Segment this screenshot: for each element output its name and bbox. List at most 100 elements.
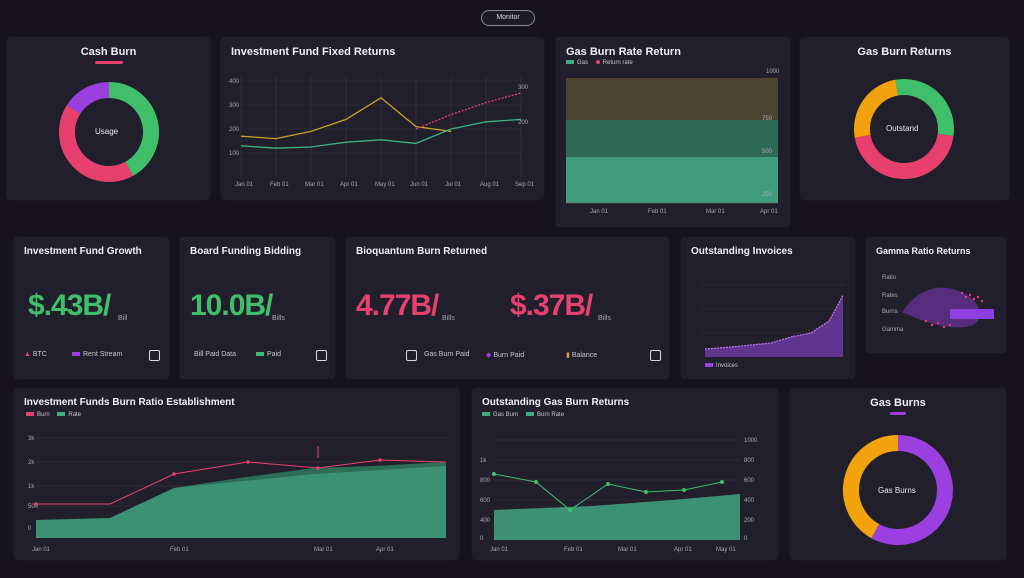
invoices-area [701,284,845,357]
cash-burn-segment-purple[interactable] [66,82,110,115]
series-line-fund-c[interactable] [415,92,522,130]
x-tick-2: Mar 01 [706,209,725,215]
x-tick-1: Feb 01 [564,547,583,553]
y-tick-4: 0 [28,526,32,532]
gas-burn-area [566,78,778,204]
kpi2-foot-b-text: Paid [267,351,282,358]
gamma-points [924,291,984,329]
right-tick-0: 750 [762,116,773,122]
end-label-1: 200 [518,120,529,126]
kpi2-foot-a: Bill Paid Data [194,351,237,358]
gas-area-fill [494,494,740,540]
gas-returns-segment-orange[interactable] [854,79,899,138]
kpi3-icon-a[interactable] [406,350,417,361]
burn-area-fill [36,462,446,538]
gas-returns-segment-green[interactable] [895,79,954,136]
kpi-board-funding: Board Funding Bidding 10.0B/ Bills Bill … [180,237,335,379]
right-tick-3: 400 [744,498,755,504]
burn-ratio-legend-label-0: Burn [37,412,50,418]
area-band-bottom [566,157,778,203]
kpi-investment-growth: Investment Fund Growth $.43B/ Bill ▲ BTC… [14,237,169,379]
cash-burn-segment-pink[interactable] [59,105,134,182]
gas-burn-returns-title: Gas Burn Returns [857,46,952,58]
kpi-bioquantum: Bioquantum Burn Returned 4.77B/ Bills $.… [346,237,669,379]
gas-burns-center: Gas Burns [878,486,916,495]
y-tick-3: 100 [229,151,240,157]
gas-point-4[interactable] [644,490,648,494]
gas-point-1[interactable] [534,480,538,484]
kpi3-title: Bioquantum Burn Returned [356,246,488,257]
x-tick-2: Mar 01 [314,547,333,553]
cash-burn-segment-green[interactable] [108,82,159,176]
gas-burn-returns-card: Gas Burn Returns Outstand [800,37,1009,200]
series-line-fund-a[interactable] [240,97,452,140]
kpi1-value: $.43B/ [28,289,111,322]
burn-point-3[interactable] [316,466,320,470]
left-tick-2: 600 [480,498,491,504]
gas-burns-card: Gas Burns Gas Burns [790,388,1006,560]
kpi2-title: Board Funding Bidding [190,246,302,257]
kpi2-value: 10.0B/ [190,289,273,322]
right-tick-0: 1000 [744,438,758,444]
y-tick-2: 200 [229,127,240,133]
gas-burns-donut [843,435,953,545]
x-tick-3: Apr 01 [760,209,778,215]
kpi3-sub-b: Bills [598,315,611,322]
gamma-ratio-card: Gamma Ratio Returns Ratio Rates Burns Ga… [866,237,1006,353]
monitor-button[interactable]: Monitor [481,10,535,26]
gamma-label-2: Burns [882,309,898,315]
fund-returns-title: Investment Fund Fixed Returns [231,46,396,58]
gas-burns-segment-orange[interactable] [843,435,899,539]
left-tick-3: 400 [480,518,491,524]
gas-point-0[interactable] [492,472,496,476]
kpi1-foot-a-text: BTC [32,351,47,358]
right-tick-1: 500 [762,149,773,155]
burn-point-4[interactable] [378,458,382,462]
burn-point-0[interactable] [34,502,38,506]
gas-burn-rate-card: Gas Burn Rate Return Gas Return rate 100… [556,37,790,227]
cash-burn-donut [59,82,159,182]
y-tick-1: 2k [28,460,35,466]
kpi1-title: Investment Fund Growth [24,246,142,257]
burn-point-1[interactable] [172,472,176,476]
gas-point-6[interactable] [720,480,724,484]
x-tick-3: Apr 01 [340,182,358,188]
x-tick-0: Jan 01 [235,182,254,188]
gas-point-5[interactable] [682,488,686,492]
x-tick-0: Jan 01 [32,547,51,553]
gas-point-2[interactable] [568,508,572,512]
kpi2-foot-b-swatch [256,352,264,357]
x-tick-7: Aug 01 [480,182,500,188]
kpi3-value-a: 4.77B/ [356,289,439,322]
invoices-area-fill [705,295,843,357]
series-line-fund-b[interactable] [240,118,522,149]
x-tick-0: Jan 01 [490,547,509,553]
cash-burn-underline [95,61,123,64]
invoices-legend-label: Invoices [716,363,739,369]
outstanding-gas-chart: 1000 800 600 400 200 0 1k 800 600 400 0 Jan 01 Feb 0… [480,438,758,553]
x-tick-2: Mar 01 [305,182,324,188]
right-tick-2: 250 [762,192,773,198]
kpi2-expand-icon[interactable] [316,350,327,361]
gas-burn-rate-title: Gas Burn Rate Return [566,46,681,58]
invoices-legend-swatch [705,363,713,368]
gamma-cloud [902,287,980,328]
burn-point-2[interactable] [246,460,250,464]
gas-burn-top-label: 1000 [766,69,780,75]
kpi1-expand-icon[interactable] [149,350,160,361]
gas-burns-segment-purple[interactable] [871,435,953,545]
left-tick-1: 800 [480,478,491,484]
outstanding-gas-legend-swatch-1 [526,412,535,417]
right-tick-2: 600 [744,478,755,484]
gas-point-3[interactable] [606,482,610,486]
x-tick-4: May 01 [375,182,395,188]
gas-returns-segment-pink[interactable] [854,133,954,179]
y-tick-1: 300 [229,103,240,109]
area-band-top [566,78,778,120]
x-tick-0: Jan 01 [590,209,609,215]
kpi3-expand-icon[interactable] [650,350,661,361]
y-tick-2: 1k [28,484,35,490]
burn-ratio-legend-swatch-0 [26,412,34,417]
kpi2-foot-b: Paid [256,351,281,358]
gamma-label-0: Ratio [882,275,897,281]
